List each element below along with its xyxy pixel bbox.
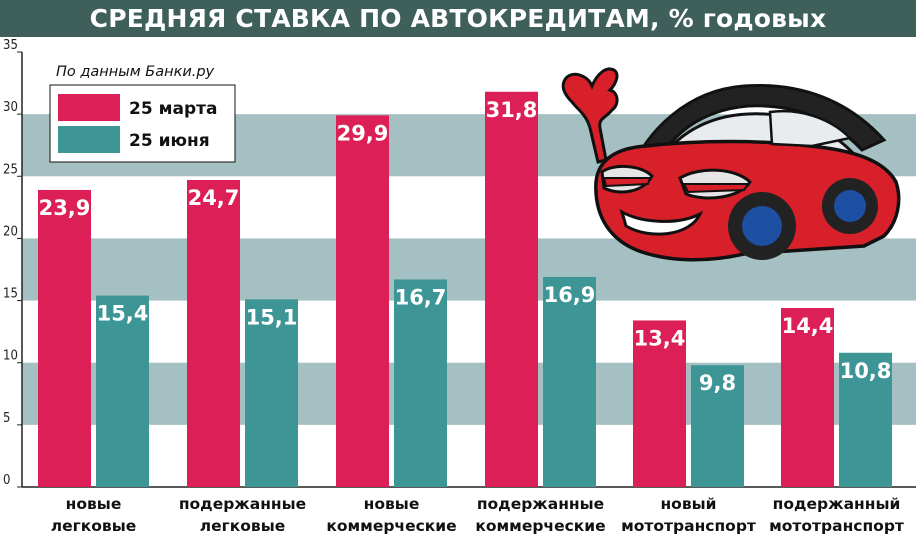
legend-label-march: 25 марта xyxy=(129,99,217,119)
bar-value-label: 23,9 xyxy=(39,196,91,220)
bar-value-label: 10,8 xyxy=(840,359,892,383)
category-label: подержанные xyxy=(179,495,306,513)
grid-band xyxy=(22,362,916,425)
category-label: легковые xyxy=(200,517,285,535)
bar-march-5 xyxy=(781,308,834,487)
legend-swatch-june xyxy=(58,126,120,153)
y-tick-label: 10 xyxy=(3,349,18,364)
y-tick-label: 5 xyxy=(3,411,10,426)
y-tick-label: 30 xyxy=(3,100,18,115)
bar-value-label: 16,9 xyxy=(544,283,596,307)
bar-value-label: 29,9 xyxy=(337,121,389,145)
bar-value-label: 15,1 xyxy=(246,305,298,329)
bar-june-2 xyxy=(394,279,447,487)
category-label: легковые xyxy=(51,517,136,535)
bar-june-0 xyxy=(96,295,149,487)
y-axis: 0 5 10 15 20 25 30 35 xyxy=(3,38,916,488)
category-label: новые xyxy=(364,495,420,513)
bar-value-label: 15,4 xyxy=(97,302,149,326)
bar-value-label: 9,8 xyxy=(699,371,736,395)
y-tick-label: 35 xyxy=(3,38,18,53)
category-label: новый xyxy=(660,495,716,513)
car-front-hubcap-shape xyxy=(742,206,782,246)
category-label: коммерческие xyxy=(326,517,456,535)
car-roof-shape xyxy=(625,83,887,182)
car-right-eyelid-shape xyxy=(682,183,750,194)
y-tick-label: 20 xyxy=(3,224,18,239)
bar-march-2 xyxy=(336,115,389,487)
bar-value-label: 31,8 xyxy=(486,98,538,122)
chart-title: СРЕДНЯЯ СТАВКА ПО АВТОКРЕДИТАМ, % годовы… xyxy=(0,0,916,37)
category-labels: новые легковые подержанные легковые новые ком… xyxy=(51,495,904,535)
bar-june-4 xyxy=(691,365,744,487)
bar-june-3 xyxy=(543,276,596,487)
category-label: новые xyxy=(66,495,122,513)
car-rear-hubcap-shape xyxy=(834,190,866,222)
bar-value-label: 13,4 xyxy=(634,326,686,350)
car-mouth-shape xyxy=(619,208,704,236)
bar-value-label: 14,4 xyxy=(782,314,834,338)
bar-march-3 xyxy=(485,91,538,488)
y-tick-label: 15 xyxy=(3,287,18,302)
car-side-window-shape xyxy=(768,109,853,148)
bar-value-label: 24,7 xyxy=(188,186,240,210)
legend-label-june: 25 июня xyxy=(129,131,210,151)
bars-group: 23,9 24,7 29,9 31,8 13,4 14,4 15,4 15,1 16,7 16,9… xyxy=(38,91,892,488)
bar-june-1 xyxy=(245,299,298,487)
cartoon-red-car-icon xyxy=(561,67,901,262)
car-finger-shape xyxy=(561,67,619,164)
category-label: мототранспорт xyxy=(621,517,756,535)
source-note: По данным Банки.ру xyxy=(56,64,215,80)
bar-march-4 xyxy=(633,320,686,487)
category-label: мототранспорт xyxy=(769,517,904,535)
category-label: подержанные xyxy=(477,495,604,513)
y-tick-label: 0 xyxy=(3,473,10,488)
category-label: коммерческие xyxy=(475,517,605,535)
y-tick-label: 25 xyxy=(3,162,18,177)
bar-march-0 xyxy=(38,189,91,487)
category-label: подержанный xyxy=(773,495,901,513)
bar-march-1 xyxy=(187,180,240,487)
bar-june-5 xyxy=(839,352,892,487)
car-left-eyelid-shape xyxy=(602,177,652,188)
bar-value-label: 16,7 xyxy=(395,285,447,309)
legend-swatch-march xyxy=(58,94,120,121)
legend: 25 марта 25 июня xyxy=(49,84,236,163)
